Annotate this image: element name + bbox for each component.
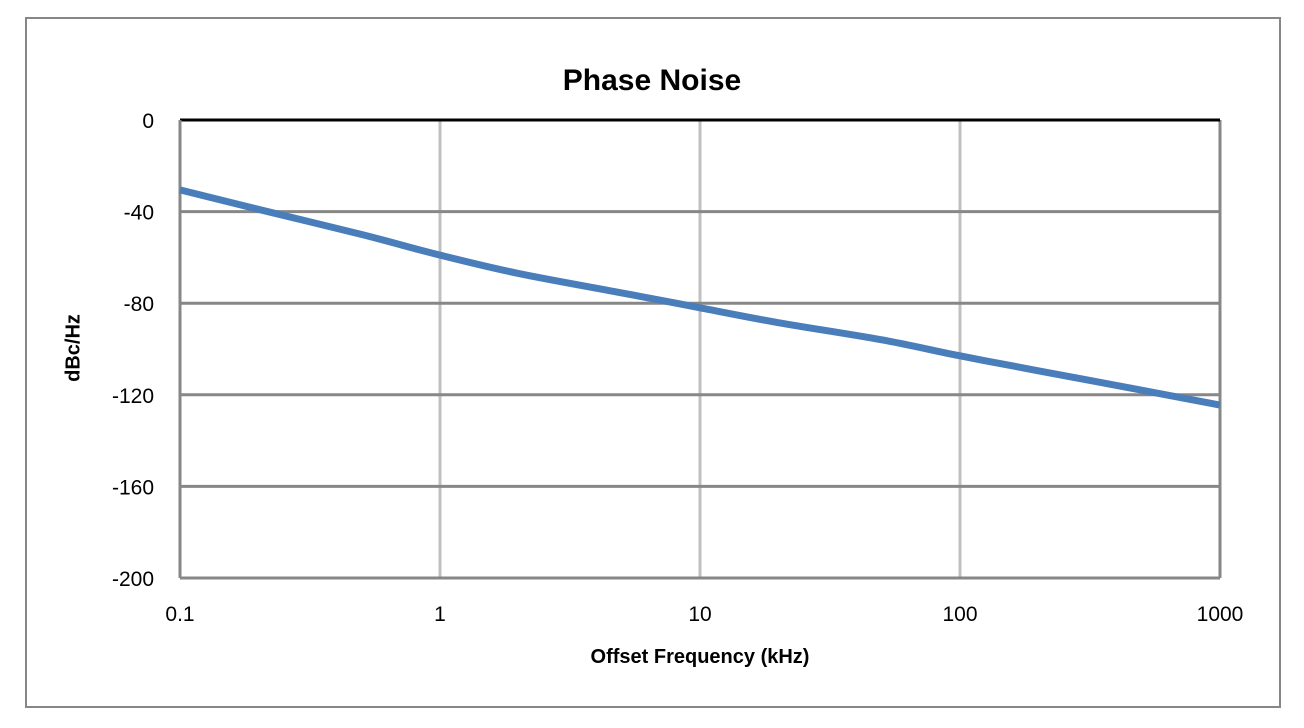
- y-tick-label: -200: [112, 568, 154, 591]
- y-tick-label: 0: [142, 110, 154, 133]
- x-tick-label: 10: [688, 603, 711, 626]
- phase-noise-line: [179, 186, 1221, 409]
- x-tick-label: 1000: [1197, 603, 1244, 626]
- chart-title: Phase Noise: [562, 64, 742, 97]
- x-tick-label: 0.1: [165, 603, 194, 626]
- x-tick-label: 100: [942, 603, 977, 626]
- x-tick-label: 1: [434, 603, 446, 626]
- y-tick-label: -120: [112, 385, 154, 408]
- y-tick-label: -160: [112, 476, 154, 499]
- y-tick-label: -80: [124, 293, 154, 316]
- x-axis-label: Offset Frequency (kHz): [590, 646, 810, 668]
- chart-frame: [25, 17, 1281, 708]
- y-tick-label: -40: [124, 202, 154, 225]
